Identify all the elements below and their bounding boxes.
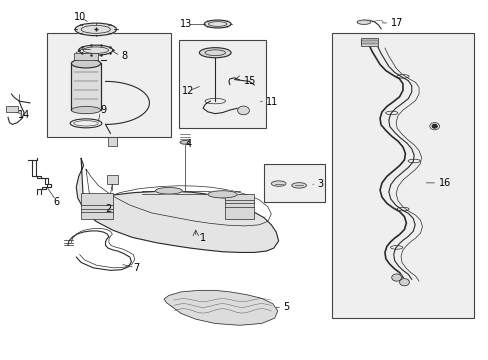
Text: 7: 7 (133, 263, 139, 273)
Bar (108, 137, 117, 146)
Text: 2: 2 (104, 204, 111, 214)
Bar (47, 33, 171, 137)
Text: 4: 4 (185, 139, 191, 149)
Bar (71, 63, 101, 110)
Bar (81, 193, 113, 220)
Text: 6: 6 (54, 197, 60, 207)
Text: 12: 12 (182, 86, 194, 96)
Ellipse shape (291, 183, 306, 188)
Bar (5, 107, 18, 112)
Ellipse shape (155, 188, 182, 194)
Bar (264, 164, 325, 202)
Circle shape (391, 274, 401, 281)
Text: 3: 3 (317, 179, 323, 189)
Text: 1: 1 (200, 233, 206, 243)
Bar (360, 39, 377, 45)
Text: 10: 10 (73, 12, 85, 22)
Ellipse shape (271, 181, 285, 186)
Ellipse shape (207, 191, 237, 198)
Ellipse shape (204, 20, 231, 28)
Ellipse shape (356, 20, 370, 24)
Text: 11: 11 (266, 97, 278, 107)
Bar (224, 194, 254, 220)
Ellipse shape (75, 23, 116, 36)
Text: 15: 15 (243, 76, 255, 86)
Text: 17: 17 (390, 18, 402, 28)
Bar (178, 40, 266, 128)
Text: 14: 14 (18, 110, 30, 120)
Bar (74, 53, 98, 60)
Bar (107, 175, 118, 184)
Ellipse shape (71, 107, 101, 114)
Circle shape (237, 106, 249, 115)
Polygon shape (163, 291, 277, 325)
Circle shape (431, 125, 436, 128)
Bar (331, 33, 473, 318)
Text: 13: 13 (180, 19, 192, 30)
Circle shape (399, 279, 408, 286)
Ellipse shape (79, 45, 113, 55)
Text: 8: 8 (122, 51, 127, 61)
Text: 9: 9 (101, 105, 106, 115)
Ellipse shape (71, 59, 101, 68)
Text: 16: 16 (438, 178, 450, 188)
Ellipse shape (199, 48, 231, 58)
Polygon shape (76, 158, 278, 252)
Ellipse shape (180, 140, 189, 144)
Text: 5: 5 (283, 302, 289, 312)
